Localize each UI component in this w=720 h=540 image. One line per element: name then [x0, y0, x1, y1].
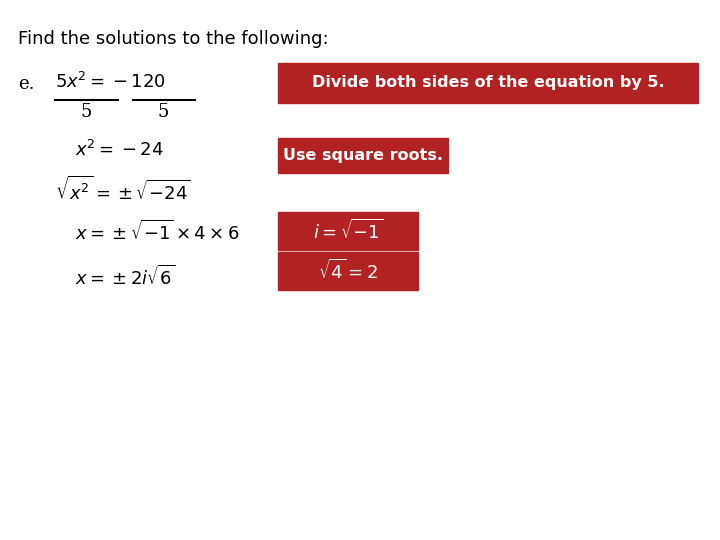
- Text: $x^2 = -24$: $x^2 = -24$: [75, 140, 163, 160]
- Text: $x = \pm 2i\sqrt{6}$: $x = \pm 2i\sqrt{6}$: [75, 265, 175, 289]
- Text: 5: 5: [81, 103, 91, 121]
- Text: Use square roots.: Use square roots.: [283, 148, 443, 163]
- FancyBboxPatch shape: [278, 63, 698, 103]
- FancyBboxPatch shape: [278, 252, 418, 290]
- Text: Find the solutions to the following:: Find the solutions to the following:: [18, 30, 328, 48]
- FancyBboxPatch shape: [278, 138, 448, 173]
- Text: $x = \pm\sqrt{-1} \times 4 \times 6$: $x = \pm\sqrt{-1} \times 4 \times 6$: [75, 220, 240, 244]
- Text: 5: 5: [157, 103, 168, 121]
- FancyBboxPatch shape: [278, 212, 418, 250]
- Text: $\sqrt{x^2} = \pm\sqrt{-24}$: $\sqrt{x^2} = \pm\sqrt{-24}$: [55, 175, 191, 204]
- Text: $\sqrt{4} = 2$: $\sqrt{4} = 2$: [318, 259, 378, 283]
- Text: $i = \sqrt{-1}$: $i = \sqrt{-1}$: [312, 219, 383, 243]
- Text: $5x^2 = -120$: $5x^2 = -120$: [55, 72, 166, 92]
- Text: e.: e.: [18, 75, 35, 93]
- Text: Divide both sides of the equation by 5.: Divide both sides of the equation by 5.: [312, 76, 665, 91]
